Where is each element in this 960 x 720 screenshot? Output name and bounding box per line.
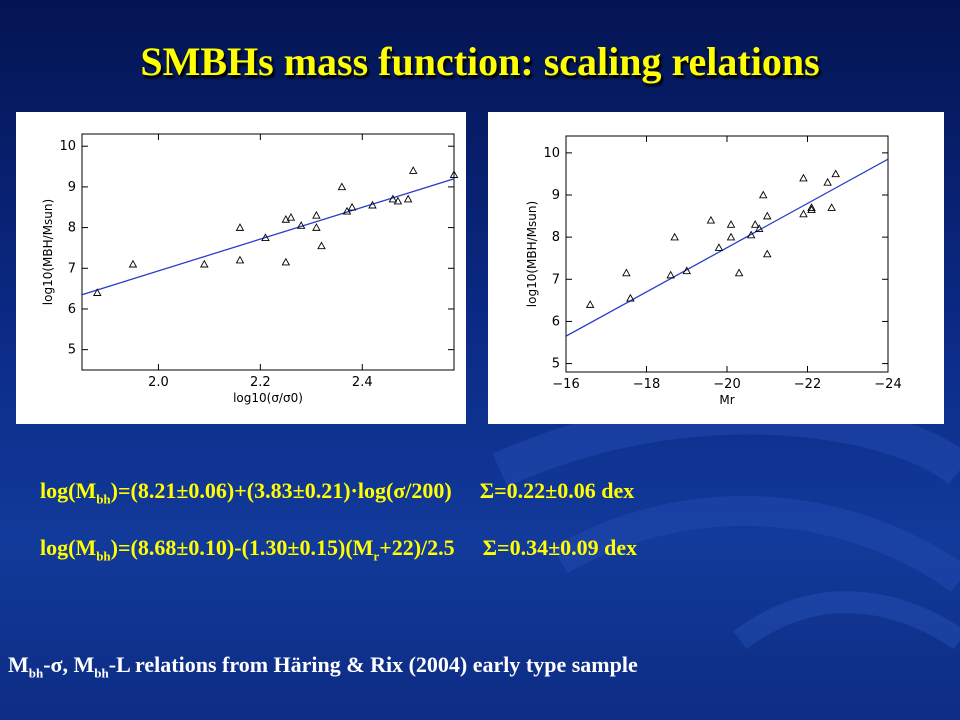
data-point	[128, 259, 138, 268]
eq2-prefix: log(M	[40, 535, 97, 560]
data-point	[758, 190, 768, 199]
caption-part: -σ, M	[43, 652, 95, 677]
fit-line	[82, 178, 454, 296]
y-axis-label: log10(MBH/Msun)	[41, 199, 55, 305]
eq2-scatter: Σ=0.34±0.09 dex	[482, 535, 638, 560]
caption-sub: bh	[28, 665, 44, 681]
fit-line	[566, 158, 888, 337]
eq1-subscript: bh	[96, 491, 111, 507]
data-point	[754, 224, 764, 232]
data-point	[342, 206, 352, 215]
data-point	[762, 211, 772, 220]
x-tick-label: −18	[633, 377, 660, 392]
data-point	[388, 194, 398, 203]
data-point	[261, 233, 270, 242]
data-point	[746, 230, 756, 239]
data-point	[317, 241, 326, 250]
y-tick-label: 5	[552, 357, 560, 372]
data-point	[799, 209, 808, 218]
data-point	[827, 203, 836, 211]
data-point	[750, 220, 760, 228]
x-tick-label: −24	[874, 377, 901, 392]
x-tick-label: −22	[794, 377, 821, 392]
y-tick-label: 9	[552, 188, 560, 203]
y-tick-label: 6	[68, 302, 76, 317]
data-point	[286, 212, 296, 221]
y-tick-label: 7	[552, 272, 560, 287]
data-point	[762, 249, 772, 258]
equation-luminosity-relation: log(Mbh)=(8.68±0.10)-(1.30±0.15)(Mr+22)/…	[40, 535, 637, 564]
data-point	[93, 288, 102, 296]
eq1-scatter: Σ=0.22±0.06 dex	[479, 478, 635, 503]
data-point	[706, 215, 716, 224]
x-tick-label: −20	[713, 377, 740, 392]
data-point	[235, 255, 245, 264]
plot-frame	[565, 135, 889, 373]
y-tick-label: 8	[68, 221, 76, 236]
data-point	[585, 300, 595, 308]
data-point	[807, 203, 816, 211]
data-point	[235, 223, 245, 231]
x-axis-label: log10(σ/σ0)	[233, 391, 303, 405]
x-tick-label: −16	[552, 377, 579, 392]
eq2-subscript: bh	[96, 548, 111, 564]
data-point	[823, 177, 832, 186]
y-tick-label: 5	[68, 343, 76, 358]
mr-scatter-plot: −16 −18 −20 −22 −24 5 6 7 8 9 10 Mr log10(MBH/Msun)	[525, 135, 902, 407]
data-point	[312, 223, 321, 231]
eq2-subscript-r: r	[373, 548, 380, 564]
equation-sigma-relation: log(Mbh)=(8.21±0.06)+(3.83±0.21)·log(σ/2…	[40, 478, 634, 507]
data-point	[799, 173, 808, 182]
data-point	[393, 196, 403, 205]
x-tick-label: 2.0	[148, 375, 169, 390]
data-point	[449, 170, 459, 178]
data-point	[622, 268, 631, 277]
y-tick-label: 7	[68, 261, 76, 276]
data-point	[726, 220, 736, 228]
caption-part: -L relations from Häring & Rix (2004) ea…	[108, 652, 638, 677]
data-point	[666, 270, 675, 279]
data-point	[296, 221, 306, 229]
data-point	[368, 200, 377, 209]
data-point	[734, 268, 744, 277]
eq2-mid: )=(8.68±0.10)-(1.30±0.15)(M	[110, 535, 374, 560]
data-point	[403, 194, 413, 203]
eq2-body: +22)/2.5	[379, 535, 455, 560]
caption-sub: bh	[94, 665, 109, 681]
x-tick-label: 2.2	[250, 375, 271, 390]
sigma-scatter-plot: 2.0 2.2 2.4 5 6 7 8 9 10 log10(σ/σ0) log10(MBH/Msu…	[41, 133, 459, 405]
data-point	[281, 257, 291, 266]
data-point	[347, 202, 357, 211]
data-point	[626, 293, 635, 302]
y-axis-label: log10(MBH/Msun)	[525, 201, 539, 307]
data-point	[200, 259, 209, 268]
slide-title: SMBHs mass function: scaling relations	[140, 39, 820, 84]
data-point	[408, 166, 418, 174]
data-point	[807, 205, 816, 214]
data-point	[312, 210, 321, 219]
data-point	[337, 182, 347, 191]
y-tick-label: 9	[68, 180, 76, 195]
chart-panel-sigma: 2.0 2.2 2.4 5 6 7 8 9 10 log10(σ/σ0) log10(MBH/Msu…	[16, 112, 466, 424]
chart-panel-mr: −16 −18 −20 −22 −24 5 6 7 8 9 10 Mr log10(MBH/Msun)	[488, 112, 944, 424]
data-point	[714, 243, 724, 251]
x-tick-label: 2.4	[352, 375, 373, 390]
x-axis-label: Mr	[719, 393, 734, 407]
eq1-body: )=(8.21±0.06)+(3.83±0.21)·log(σ/200)	[110, 478, 452, 503]
data-point	[670, 232, 679, 241]
y-tick-label: 10	[59, 139, 76, 154]
data-point	[831, 169, 840, 178]
data-point	[682, 266, 692, 275]
eq1-prefix: log(M	[40, 478, 97, 503]
y-tick-label: 8	[552, 230, 560, 245]
y-tick-label: 10	[543, 146, 560, 161]
data-point	[726, 232, 736, 241]
slide-caption: Mbh-σ, Mbh-L relations from Häring & Rix…	[8, 652, 638, 681]
caption-part: M	[8, 652, 29, 677]
y-tick-label: 6	[552, 314, 560, 329]
plot-frame	[81, 133, 455, 371]
